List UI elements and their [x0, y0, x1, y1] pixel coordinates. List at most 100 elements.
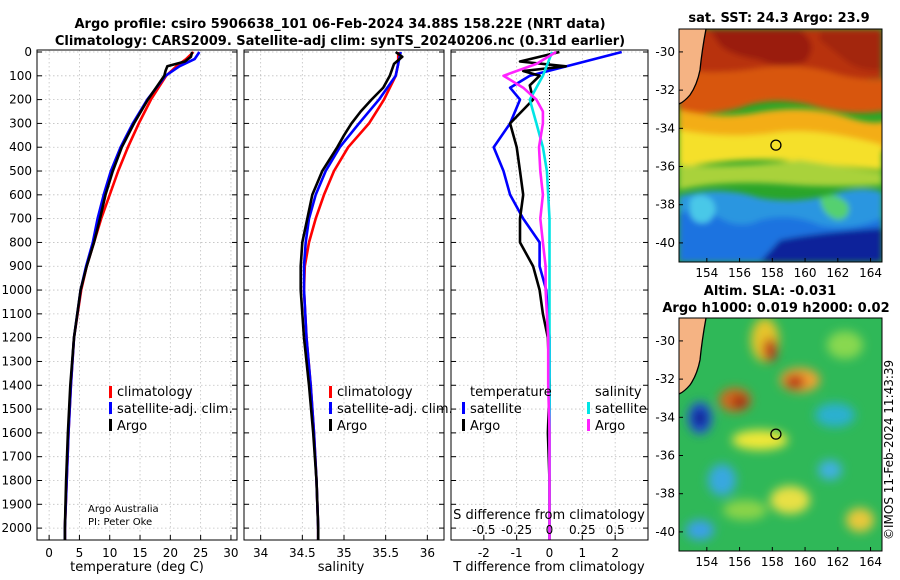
panel-frame — [243, 49, 445, 541]
depth-tick-label: 300 — [9, 116, 32, 130]
legend-label-satellite: satellite-adj. clim. — [337, 402, 453, 417]
map-x-tick-label: 162 — [826, 266, 849, 280]
depth-tick-label: 1700 — [1, 450, 32, 464]
difference-legend-salinity: salinity satellite Argo — [587, 385, 647, 434]
s-difference-tick-labels: -0.5 -0.25 0 0.25 0.5 — [472, 523, 625, 537]
map-y-tick-label: -36 — [655, 449, 675, 463]
sla-map-subtitle: Argo h1000: 0.019 h2000: 0.02 — [662, 301, 889, 316]
depth-tick-label: 1300 — [1, 354, 32, 368]
legend-label-t-satellite: satellite — [470, 402, 522, 417]
depth-tick-label: 700 — [9, 212, 32, 226]
difference-panel: -2 -1 0 1 2 — [450, 49, 649, 560]
map-x-tick-label: 158 — [761, 266, 784, 280]
depth-tick-label: 1400 — [1, 378, 32, 392]
legend-swatch-argo — [329, 419, 332, 431]
legend-swatch-s-argo — [587, 419, 590, 431]
series-line-temperature-satellite — [492, 50, 623, 540]
series-line-climatology — [63, 51, 195, 540]
x-tick-label: 0 — [45, 546, 53, 560]
depth-tick-label: 900 — [9, 259, 32, 273]
credit-org: Argo Australia — [88, 504, 159, 515]
map-y-tick-label: -32 — [655, 83, 675, 97]
legend-label-s-argo: Argo — [595, 419, 625, 434]
depth-tick-label: 2000 — [1, 521, 32, 535]
s-tick-label: -0.25 — [501, 523, 532, 537]
sla-map-title: Altim. SLA: -0.031 — [704, 284, 836, 299]
sst-map-title: sat. SST: 24.3 Argo: 23.9 — [688, 11, 869, 26]
s-tick-label: 0 — [546, 523, 554, 537]
difference-legend-temperature: temperature satellite Argo — [462, 385, 552, 434]
panel-frame — [450, 49, 649, 541]
legend-swatch-climatology — [109, 386, 112, 398]
legend-swatch-satellite — [329, 402, 332, 414]
depth-tick-label: 600 — [9, 188, 32, 202]
depth-tick-label: 1900 — [1, 497, 32, 511]
depth-tick-label: 200 — [9, 93, 32, 107]
series-group — [299, 50, 404, 540]
x-tick-label: 25 — [193, 546, 208, 560]
map-y-tick-label: -40 — [655, 236, 675, 250]
depth-tick-label: 500 — [9, 164, 32, 178]
depth-tick-label: 1000 — [1, 283, 32, 297]
figure-title-line1: Argo profile: csiro 5906638_101 06-Feb-2… — [74, 17, 605, 32]
map-x-tick-label: 156 — [728, 555, 751, 569]
x-tick-label: 35 — [336, 546, 351, 560]
copyright-stamp: ©IMOS 11-Feb-2024 11:43:39 — [882, 360, 896, 540]
x-tick-label: 36 — [420, 546, 435, 560]
panel-frame — [36, 49, 238, 541]
map-x-tick-label: 160 — [794, 266, 817, 280]
depth-tick-label: 0 — [24, 45, 32, 59]
legend-label-climatology: climatology — [117, 385, 193, 400]
sla-map-axes: 154 156 158 160 162 164 -30 -32 -34 -36 -38 -40 — [655, 334, 882, 569]
x-tick-label: 34.5 — [289, 546, 316, 560]
temperature-axis-label: temperature (deg C) — [70, 560, 204, 575]
depth-tick-label: 1600 — [1, 426, 32, 440]
x-tick-label: 10 — [102, 546, 117, 560]
map-y-tick-label: -36 — [655, 160, 675, 174]
depth-tick-label: 1200 — [1, 331, 32, 345]
legend-swatch-t-satellite — [462, 402, 465, 414]
temperature-panel: 0 5 10 15 20 25 30 — [36, 49, 239, 560]
map-y-tick-label: -40 — [655, 525, 675, 539]
depth-tick-label: 1100 — [1, 307, 32, 321]
x-tick-label: 1 — [579, 546, 587, 560]
map-y-tick-label: -30 — [655, 45, 675, 59]
sst-map-axes: 154 156 158 160 162 164 -30 -32 -34 -36 -38 -40 — [655, 45, 882, 280]
depth-tick-label: 800 — [9, 235, 32, 249]
x-tick-label: 15 — [132, 546, 147, 560]
series-line-salinity-argo — [502, 50, 557, 540]
map-x-tick-label: 164 — [859, 266, 882, 280]
legend-label-satellite: satellite-adj. clim. — [117, 402, 233, 417]
map-x-tick-label: 154 — [695, 555, 718, 569]
salinity-panel: 34 34.5 35 35.5 36 — [243, 49, 445, 560]
x-tick-label: 34 — [253, 546, 268, 560]
s-tick-label: -0.5 — [472, 523, 495, 537]
legend-swatch-climatology — [329, 386, 332, 398]
legend-label-climatology: climatology — [337, 385, 413, 400]
depth-tick-label: 1500 — [1, 402, 32, 416]
series-group — [63, 51, 201, 540]
credit-pi: PI: Peter Oke — [88, 517, 152, 528]
legend-title-temperature: temperature — [470, 385, 552, 400]
depth-tick-label: 100 — [9, 69, 32, 83]
map-y-tick-label: -34 — [655, 121, 675, 135]
legend-swatch-satellite — [109, 402, 112, 414]
s-tick-label: 0.5 — [606, 523, 625, 537]
salinity-legend: climatology satellite-adj. clim. Argo — [329, 385, 453, 434]
map-x-tick-label: 164 — [859, 555, 882, 569]
map-x-tick-label: 160 — [794, 555, 817, 569]
sst-argo-marker — [770, 139, 782, 151]
t-difference-axis-label: T difference from climatology — [452, 560, 645, 575]
x-tick-label: 30 — [223, 546, 238, 560]
x-tick-label: -1 — [511, 546, 523, 560]
sla-map — [678, 317, 883, 552]
x-tick-label: 35.5 — [372, 546, 399, 560]
s-difference-axis-label: S difference from climatology — [453, 508, 645, 523]
x-tick-label: 0 — [546, 546, 554, 560]
x-tick-label: 20 — [163, 546, 178, 560]
x-tick-label: 2 — [611, 546, 619, 560]
legend-swatch-t-argo — [462, 419, 465, 431]
map-y-tick-label: -32 — [655, 372, 675, 386]
map-x-tick-label: 162 — [826, 555, 849, 569]
